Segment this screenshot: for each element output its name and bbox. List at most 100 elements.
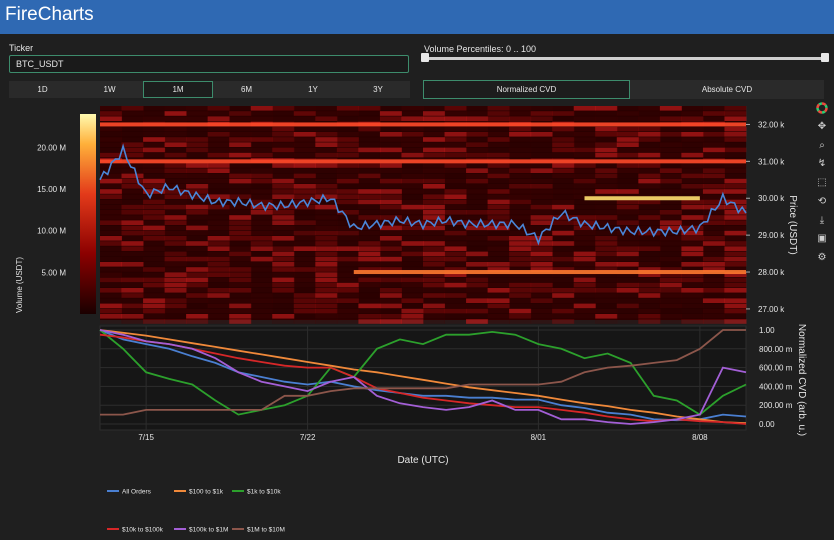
range-1w-button[interactable]: 1W bbox=[76, 81, 143, 98]
range-1m-button[interactable]: 1M bbox=[143, 81, 213, 98]
heatmap-cell bbox=[336, 126, 359, 132]
heatmap-cell bbox=[444, 168, 467, 173]
cvd-series-line bbox=[99, 329, 747, 416]
heatmap-cell bbox=[100, 152, 123, 158]
heatmap-cell bbox=[100, 173, 123, 179]
save-icon[interactable]: ▣ bbox=[817, 233, 827, 244]
heatmap-cell bbox=[293, 163, 316, 168]
heatmap-cell bbox=[250, 246, 273, 251]
heatmap-cell bbox=[552, 111, 575, 116]
heatmap-cell bbox=[530, 267, 553, 272]
heatmap-cell bbox=[358, 225, 381, 231]
heatmap-cell bbox=[638, 142, 661, 147]
heatmap-cell bbox=[100, 199, 123, 205]
ticker-input[interactable] bbox=[9, 55, 409, 73]
heatmap-cell bbox=[315, 116, 338, 121]
heatmap-cell bbox=[466, 194, 489, 199]
color-wheel-icon[interactable] bbox=[815, 102, 829, 116]
heatmap-cell bbox=[401, 126, 424, 132]
heatmap-cell bbox=[379, 178, 402, 184]
heatmap-cell bbox=[272, 256, 295, 262]
ticker-label: Ticker bbox=[9, 43, 34, 53]
heatmap-cell bbox=[164, 137, 187, 142]
range-1d-button[interactable]: 1D bbox=[9, 81, 76, 98]
heatmap-cell bbox=[186, 236, 209, 241]
heatmap-cell bbox=[681, 116, 704, 121]
heatmap-cell bbox=[336, 106, 359, 111]
percentile-slider-high-handle[interactable] bbox=[821, 53, 829, 62]
percentile-slider-low-handle[interactable] bbox=[421, 53, 429, 62]
heatmap-cell bbox=[401, 282, 424, 288]
heatmap-cell bbox=[724, 215, 747, 220]
heatmap-cell bbox=[272, 178, 295, 184]
heatmap-cell bbox=[143, 106, 166, 111]
normalized-cvd-button[interactable]: Normalized CVD bbox=[423, 80, 630, 99]
heatmap-cell bbox=[509, 126, 532, 132]
heatmap-cell bbox=[250, 288, 273, 293]
heatmap-cell bbox=[293, 230, 316, 236]
reset-icon[interactable]: ⟲ bbox=[817, 196, 827, 207]
heatmap-cell bbox=[724, 293, 747, 298]
download-icon[interactable]: ⤓ bbox=[819, 215, 825, 226]
heatmap-cell bbox=[702, 121, 725, 127]
heatmap-cell bbox=[509, 230, 532, 236]
heatmap-cell bbox=[164, 106, 187, 111]
heatmap-cell bbox=[530, 220, 553, 225]
heatmap-cell bbox=[659, 267, 682, 272]
heatmap-cell bbox=[315, 251, 338, 257]
heatmap-cell bbox=[681, 319, 704, 324]
heatmap-cell bbox=[530, 199, 553, 205]
price-tick: 31.00 k bbox=[758, 157, 785, 166]
heatmap-cell bbox=[530, 236, 553, 241]
heatmap-cell bbox=[552, 230, 575, 236]
heatmap-cell bbox=[724, 314, 747, 319]
heatmap-cell bbox=[659, 220, 682, 225]
heatmap-cell bbox=[552, 277, 575, 283]
range-6m-button[interactable]: 6M bbox=[213, 81, 280, 98]
heatmap-cell bbox=[638, 121, 661, 127]
heatmap-cell bbox=[595, 256, 618, 262]
heatmap-cell bbox=[530, 132, 553, 137]
pan-icon[interactable]: ✥ bbox=[817, 121, 827, 132]
heatmap-cell bbox=[250, 194, 273, 199]
heatmap-cell bbox=[466, 173, 489, 179]
heatmap-cell bbox=[724, 158, 747, 163]
heatmap-cell bbox=[272, 132, 295, 137]
heatmap-cell bbox=[702, 173, 725, 179]
cvd-series-line bbox=[99, 329, 747, 424]
heatmap-cell bbox=[466, 178, 489, 184]
heatmap-band bbox=[353, 270, 746, 275]
heatmap-cell bbox=[207, 142, 230, 147]
heatmap-cell bbox=[552, 147, 575, 153]
heatmap-cell bbox=[143, 277, 166, 283]
heatmap-cell bbox=[702, 137, 725, 142]
heatmap-cell bbox=[186, 256, 209, 262]
heatmap-cell bbox=[595, 116, 618, 121]
absolute-cvd-button[interactable]: Absolute CVD bbox=[630, 80, 824, 99]
heatmap-cell bbox=[164, 194, 187, 199]
heatmap-cell bbox=[100, 230, 123, 236]
heatmap-cell bbox=[315, 163, 338, 168]
heatmap-cell bbox=[186, 251, 209, 257]
percentile-slider-track[interactable] bbox=[424, 57, 824, 60]
heatmap-cell bbox=[250, 106, 273, 111]
heatmap-cell bbox=[573, 163, 596, 168]
heatmap-cell bbox=[724, 204, 747, 210]
range-3y-button[interactable]: 3Y bbox=[346, 81, 410, 98]
box-select-icon[interactable]: ⬚ bbox=[817, 177, 827, 188]
heatmap-cell bbox=[379, 308, 402, 314]
heatmap-cell bbox=[143, 132, 166, 137]
heatmap-cell bbox=[164, 111, 187, 116]
heatmap-cell bbox=[186, 277, 209, 283]
heatmap-cell bbox=[444, 319, 467, 324]
heatmap-cell bbox=[250, 137, 273, 142]
heatmap-cell bbox=[100, 121, 123, 127]
heatmap-cell bbox=[358, 319, 381, 324]
heatmap-cell bbox=[423, 277, 446, 283]
lasso-icon[interactable]: ↯ bbox=[817, 158, 827, 169]
range-1y-button[interactable]: 1Y bbox=[280, 81, 346, 98]
zoom-icon[interactable]: ⌕ bbox=[819, 140, 825, 151]
settings-icon[interactable]: ⚙ bbox=[817, 252, 827, 263]
heatmap-cell bbox=[423, 241, 446, 246]
heatmap-cell bbox=[293, 319, 316, 324]
